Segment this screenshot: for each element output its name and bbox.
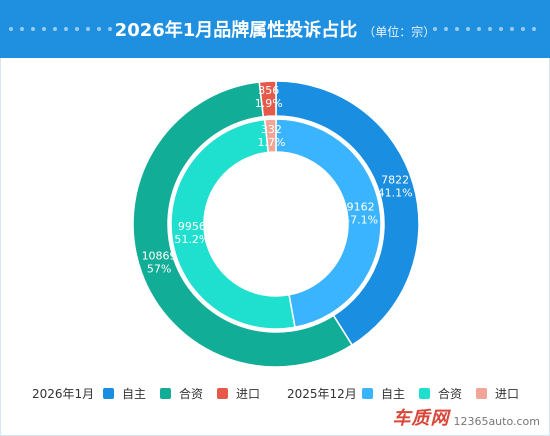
header-dot	[510, 27, 514, 31]
header-dot	[64, 27, 68, 31]
legend-item-inner-hezi[interactable]: 合资	[419, 385, 462, 402]
footer-logo[interactable]: 车质网 12365auto.com	[392, 404, 540, 430]
inner-data-label-hezi: 9956 51.2%	[174, 220, 209, 246]
legend-group-title-2025-12: 2025年12月	[287, 387, 357, 401]
chart-unit: （单位：宗）	[363, 24, 436, 39]
legend-item-inner-zizhu[interactable]: 自主	[362, 385, 405, 402]
chart-header: 2026年1月品牌属性投诉占比 （单位：宗）	[0, 0, 550, 58]
outer-slice-zizhu[interactable]	[275, 80, 420, 347]
outer-slice-jinkou[interactable]	[258, 80, 277, 118]
legend-group-title-2026-01: 2026年1月	[32, 387, 95, 401]
legend-swatch	[419, 388, 430, 399]
header-dot	[97, 27, 101, 31]
header-dot	[75, 27, 79, 31]
inner-slice-zizhu[interactable]	[275, 118, 382, 329]
header-dot	[42, 27, 46, 31]
outer-data-label-hezi: 10869 57%	[142, 249, 177, 275]
outer-data-label-zizhu: 7822 41.1%	[378, 174, 413, 200]
header-dot	[532, 27, 536, 31]
header-dot	[20, 27, 24, 31]
header-dot	[108, 27, 112, 31]
inner-slice-hezi[interactable]	[170, 118, 296, 330]
header-dots-right-decoration	[433, 27, 536, 31]
header-dot	[86, 27, 90, 31]
data-labels: 7822 41.1% 10869 57% 356 1.9% 9162 47.1% 9956 51.…	[142, 84, 413, 275]
legend-swatch	[476, 388, 487, 399]
header-dot	[466, 27, 470, 31]
legend-item-outer-jinkou[interactable]: 进口	[217, 385, 260, 402]
header-dot	[521, 27, 525, 31]
inner-ring	[170, 118, 382, 330]
header-dot	[53, 27, 57, 31]
header-dot	[444, 27, 448, 31]
header-dot	[477, 27, 481, 31]
outer-data-label-jinkou: 356 1.9%	[255, 84, 283, 110]
header-dot	[499, 27, 503, 31]
brand-url: 12365auto.com	[453, 415, 540, 428]
brand-logo-text: 车质网	[392, 408, 450, 429]
chart-title: 2026年1月品牌属性投诉占比	[114, 20, 358, 41]
inner-data-label-jinkou: 332 1.7%	[257, 123, 285, 149]
legend: 2026年1月 自主 合资 进口 2025年12月 自主 合资 进口	[0, 380, 550, 406]
header-dots-left-decoration	[9, 27, 112, 31]
inner-slice-jinkou[interactable]	[263, 118, 277, 154]
header-dot	[9, 27, 13, 31]
legend-swatch	[160, 388, 171, 399]
header-dot	[455, 27, 459, 31]
outer-slice-hezi[interactable]	[132, 81, 354, 368]
header-dot	[31, 27, 35, 31]
outer-ring	[132, 80, 420, 368]
legend-item-outer-hezi[interactable]: 合资	[160, 385, 203, 402]
legend-item-outer-zizhu[interactable]: 自主	[103, 385, 146, 402]
inner-data-label-zizhu: 9162 47.1%	[343, 200, 378, 226]
legend-swatch	[362, 388, 373, 399]
legend-item-inner-jinkou[interactable]: 进口	[476, 385, 519, 402]
header-dot	[488, 27, 492, 31]
header-dot	[433, 27, 437, 31]
legend-swatch	[103, 388, 114, 399]
legend-swatch	[217, 388, 228, 399]
nested-donut-chart: 7822 41.1% 10869 57% 356 1.9% 9162 47.1% 9956 51.…	[132, 80, 420, 368]
